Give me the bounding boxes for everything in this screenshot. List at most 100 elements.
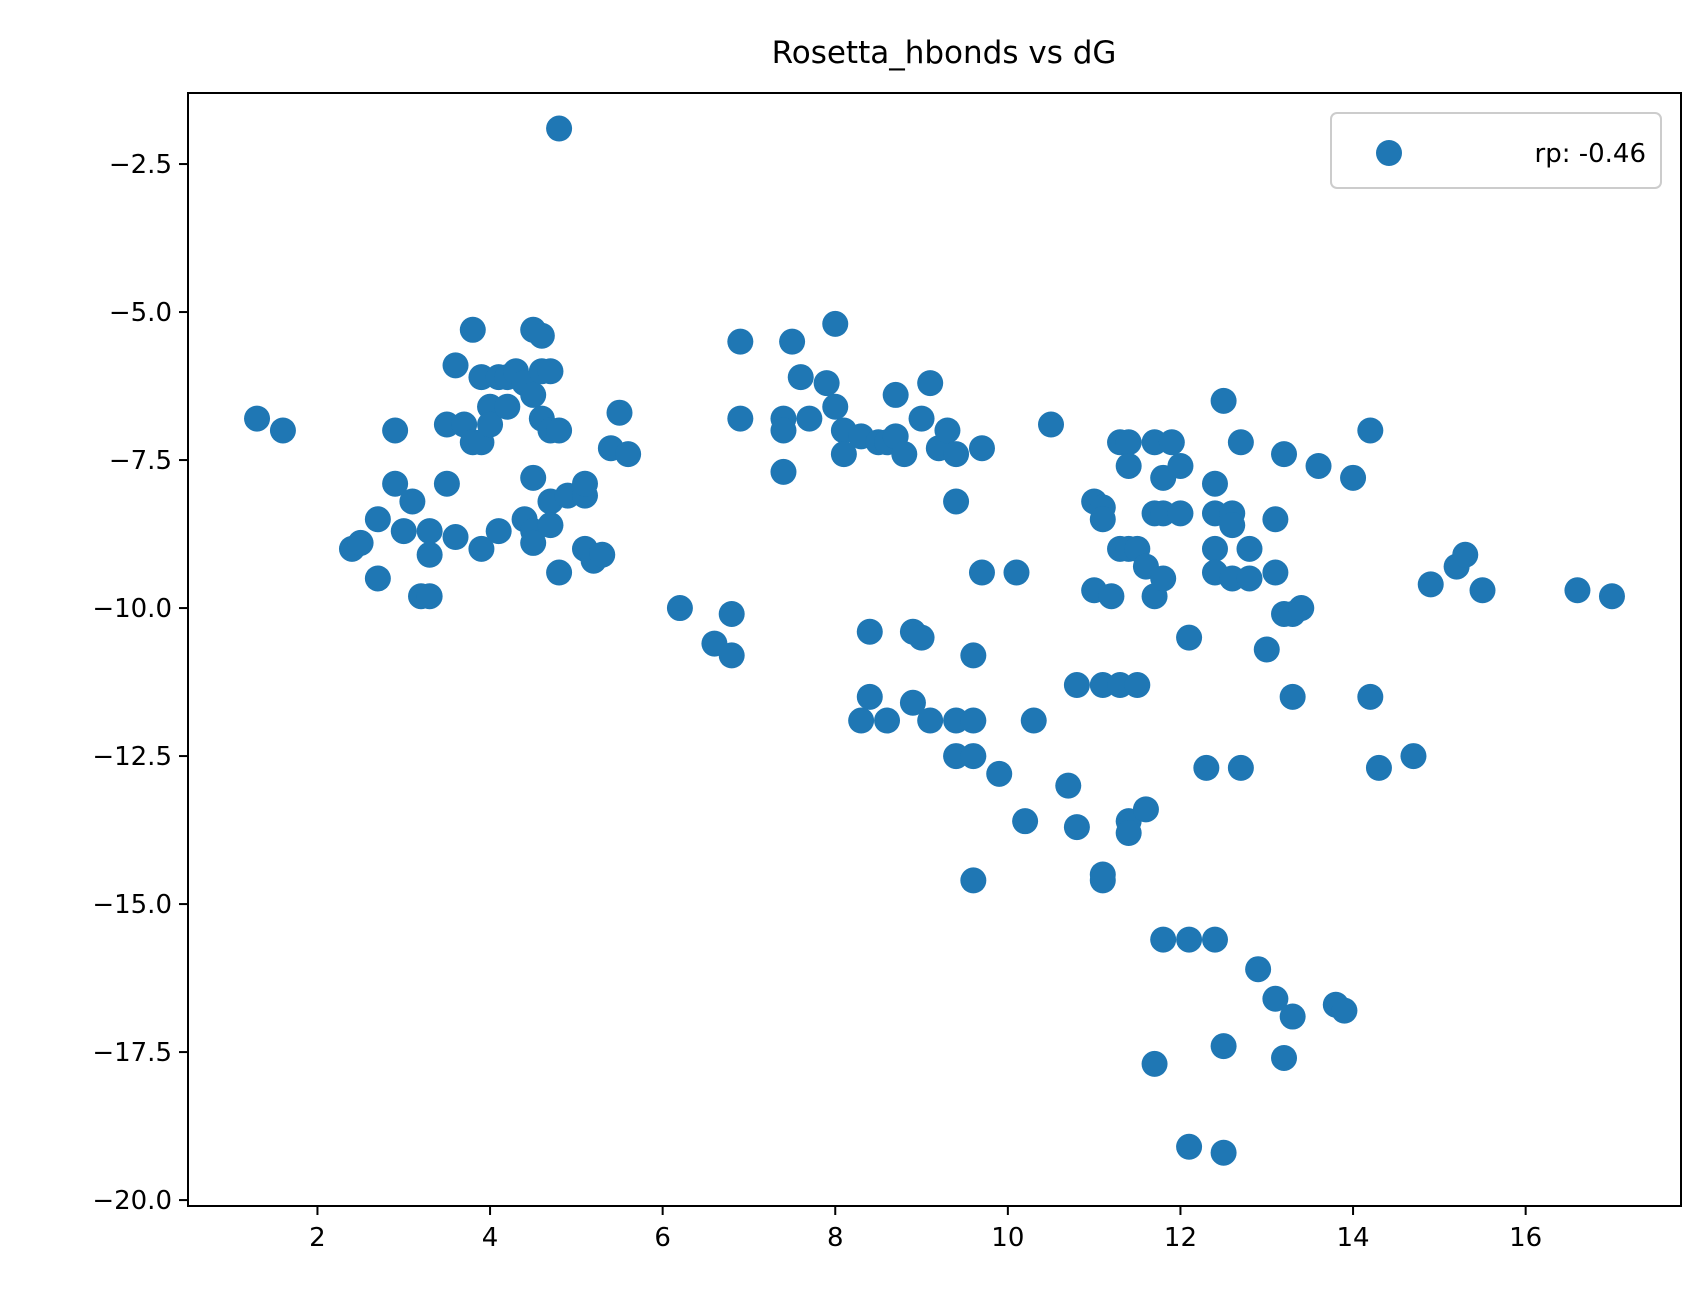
data-point (848, 707, 875, 734)
x-tick-label: 2 (309, 1223, 326, 1253)
x-tick-label: 12 (1164, 1223, 1197, 1253)
data-point (727, 405, 754, 432)
data-point (442, 524, 469, 551)
data-point (666, 595, 693, 622)
data-point (1452, 541, 1479, 568)
data-point (1417, 571, 1444, 598)
data-point (382, 417, 409, 444)
data-point (1598, 583, 1625, 610)
data-point (1132, 796, 1159, 823)
x-tick-label: 6 (654, 1223, 671, 1253)
y-tick-label: −15.0 (92, 890, 172, 920)
data-point (459, 316, 486, 343)
data-point (1262, 985, 1289, 1012)
data-point (244, 405, 271, 432)
data-point (960, 642, 987, 669)
data-point (943, 488, 970, 515)
data-point (1357, 683, 1384, 710)
data-point (1201, 470, 1228, 497)
data-point (1262, 506, 1289, 533)
data-point (1236, 535, 1263, 562)
data-point (718, 600, 745, 627)
data-point (1098, 583, 1125, 610)
data-point (1063, 672, 1090, 699)
data-point (1236, 565, 1263, 592)
data-point (1003, 559, 1030, 586)
data-point (874, 707, 901, 734)
data-point (1219, 512, 1246, 539)
data-point (856, 618, 883, 645)
data-point (968, 435, 995, 462)
legend: rp: -0.46 (1330, 112, 1662, 189)
data-point (546, 417, 573, 444)
data-point (546, 559, 573, 586)
x-tick-label: 16 (1509, 1223, 1542, 1253)
chart-title: Rosetta_hbonds vs dG (772, 35, 1117, 71)
data-point (1089, 867, 1116, 894)
data-point (934, 417, 961, 444)
data-point (960, 743, 987, 770)
data-point (787, 364, 814, 391)
data-point (347, 529, 374, 556)
data-point (399, 488, 426, 515)
data-point (1167, 500, 1194, 527)
data-point (1176, 624, 1203, 651)
data-point (968, 559, 995, 586)
data-point (1262, 559, 1289, 586)
data-point (269, 417, 296, 444)
data-point (442, 352, 469, 379)
data-point (1115, 452, 1142, 479)
data-point (1150, 926, 1177, 953)
y-tick-label: −5.0 (109, 298, 172, 328)
data-point (485, 518, 512, 545)
data-point (960, 707, 987, 734)
data-point (796, 405, 823, 432)
data-point (908, 405, 935, 432)
x-tick-label: 10 (991, 1223, 1024, 1253)
data-point (1305, 452, 1332, 479)
data-point (537, 358, 564, 385)
data-point (856, 683, 883, 710)
data-point (364, 565, 391, 592)
data-point (390, 518, 417, 545)
legend-frame (1330, 112, 1662, 189)
data-point (1253, 636, 1280, 663)
data-point (1150, 565, 1177, 592)
data-point (520, 464, 547, 491)
x-tick-label: 4 (482, 1223, 499, 1253)
y-tick-label: −2.5 (109, 150, 172, 180)
x-axis: 2 4 6 8 10 12 14 16 (309, 1206, 1542, 1253)
data-point (899, 689, 926, 716)
data-point (779, 328, 806, 355)
legend-label: rp: -0.46 (1535, 139, 1647, 169)
y-tick-label: −20.0 (92, 1186, 172, 1216)
plot-area (187, 92, 1682, 1207)
x-tick-label: 14 (1337, 1223, 1370, 1253)
data-point (718, 642, 745, 669)
data-point (1279, 1003, 1306, 1030)
data-point (1331, 997, 1358, 1024)
data-point (1201, 926, 1228, 953)
data-point (1089, 506, 1116, 533)
data-point (477, 411, 504, 438)
data-point (1245, 956, 1272, 983)
data-point (416, 583, 443, 610)
data-point (537, 512, 564, 539)
data-point (1210, 387, 1237, 414)
data-point (1012, 808, 1039, 835)
data-point (891, 441, 918, 468)
data-point (770, 458, 797, 485)
data-point (433, 470, 460, 497)
data-point (813, 370, 840, 397)
data-point (1201, 535, 1228, 562)
data-point (917, 707, 944, 734)
data-point (1210, 1033, 1237, 1060)
data-point (986, 760, 1013, 787)
y-axis: −2.5 −5.0 −7.5 −10.0 −12.5 −15.0 −17.5 −20.0 (92, 150, 188, 1216)
data-point (830, 441, 857, 468)
data-point (520, 381, 547, 408)
data-point (1167, 452, 1194, 479)
